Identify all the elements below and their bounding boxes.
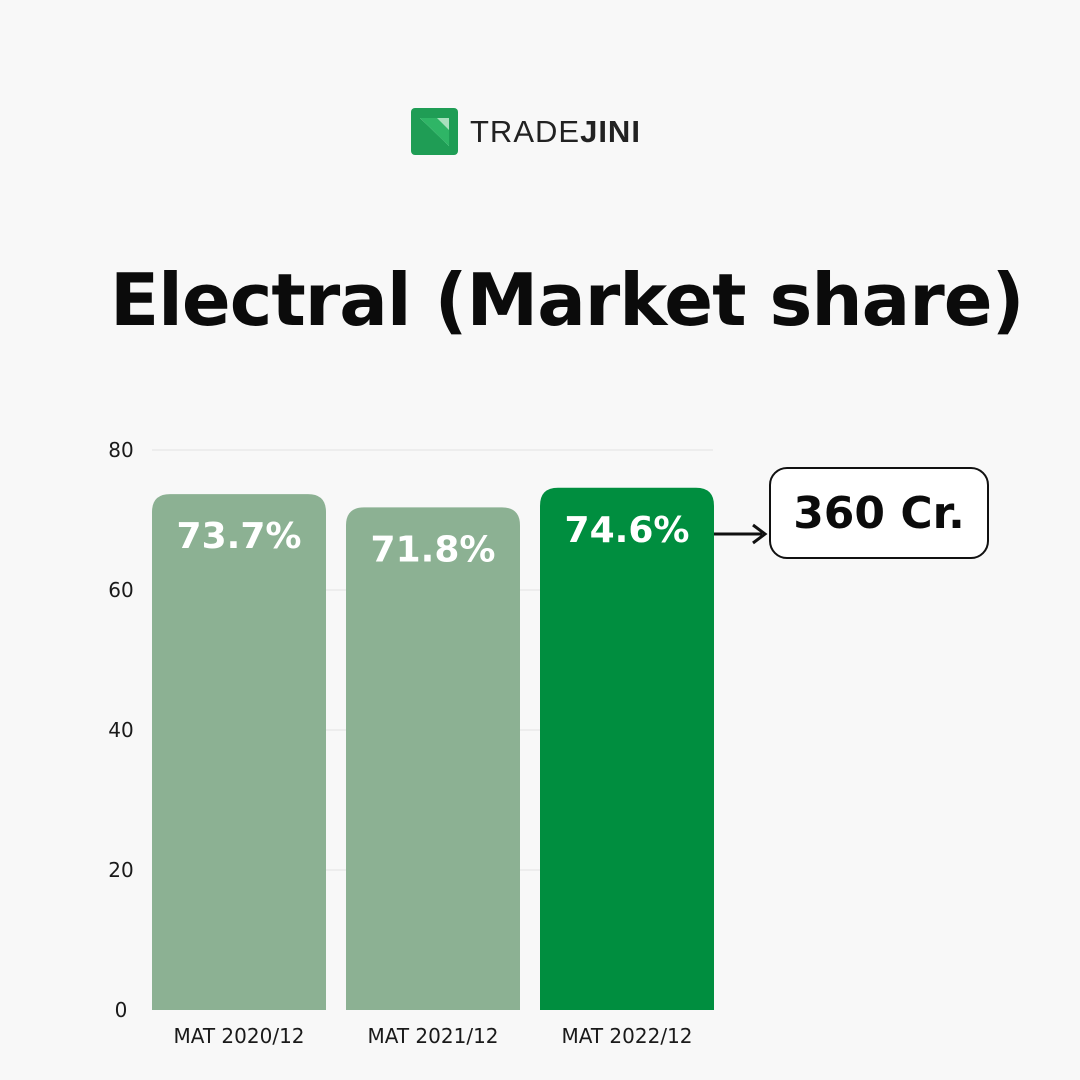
y-tick-label: 20 — [108, 858, 133, 882]
x-tick-label: MAT 2020/12 — [173, 1024, 304, 1048]
y-tick-label: 60 — [108, 578, 133, 602]
brand-name-light: TRADE — [470, 113, 581, 149]
data-label: 74.6% — [565, 510, 690, 551]
y-tick-label: 40 — [108, 718, 133, 742]
y-tick-label: 80 — [108, 438, 133, 462]
bar — [540, 487, 714, 1010]
page-title: Electral (Market share) — [110, 258, 1024, 342]
y-tick-label: 0 — [115, 998, 128, 1022]
x-tick-label: MAT 2021/12 — [367, 1024, 498, 1048]
bar — [152, 494, 326, 1011]
bar — [346, 507, 520, 1010]
tradejini-logo-icon — [411, 108, 458, 155]
data-label: 73.7% — [177, 516, 302, 557]
x-tick-label: MAT 2022/12 — [561, 1024, 692, 1048]
brand-name-bold: JINI — [580, 113, 641, 149]
callout-box: 360 Cr. — [769, 467, 989, 559]
callout-label: 360 Cr. — [793, 487, 965, 539]
data-label: 71.8% — [371, 529, 496, 570]
brand-name: TRADEJINI — [470, 114, 641, 150]
brand-logo: TRADEJINI — [411, 108, 641, 155]
